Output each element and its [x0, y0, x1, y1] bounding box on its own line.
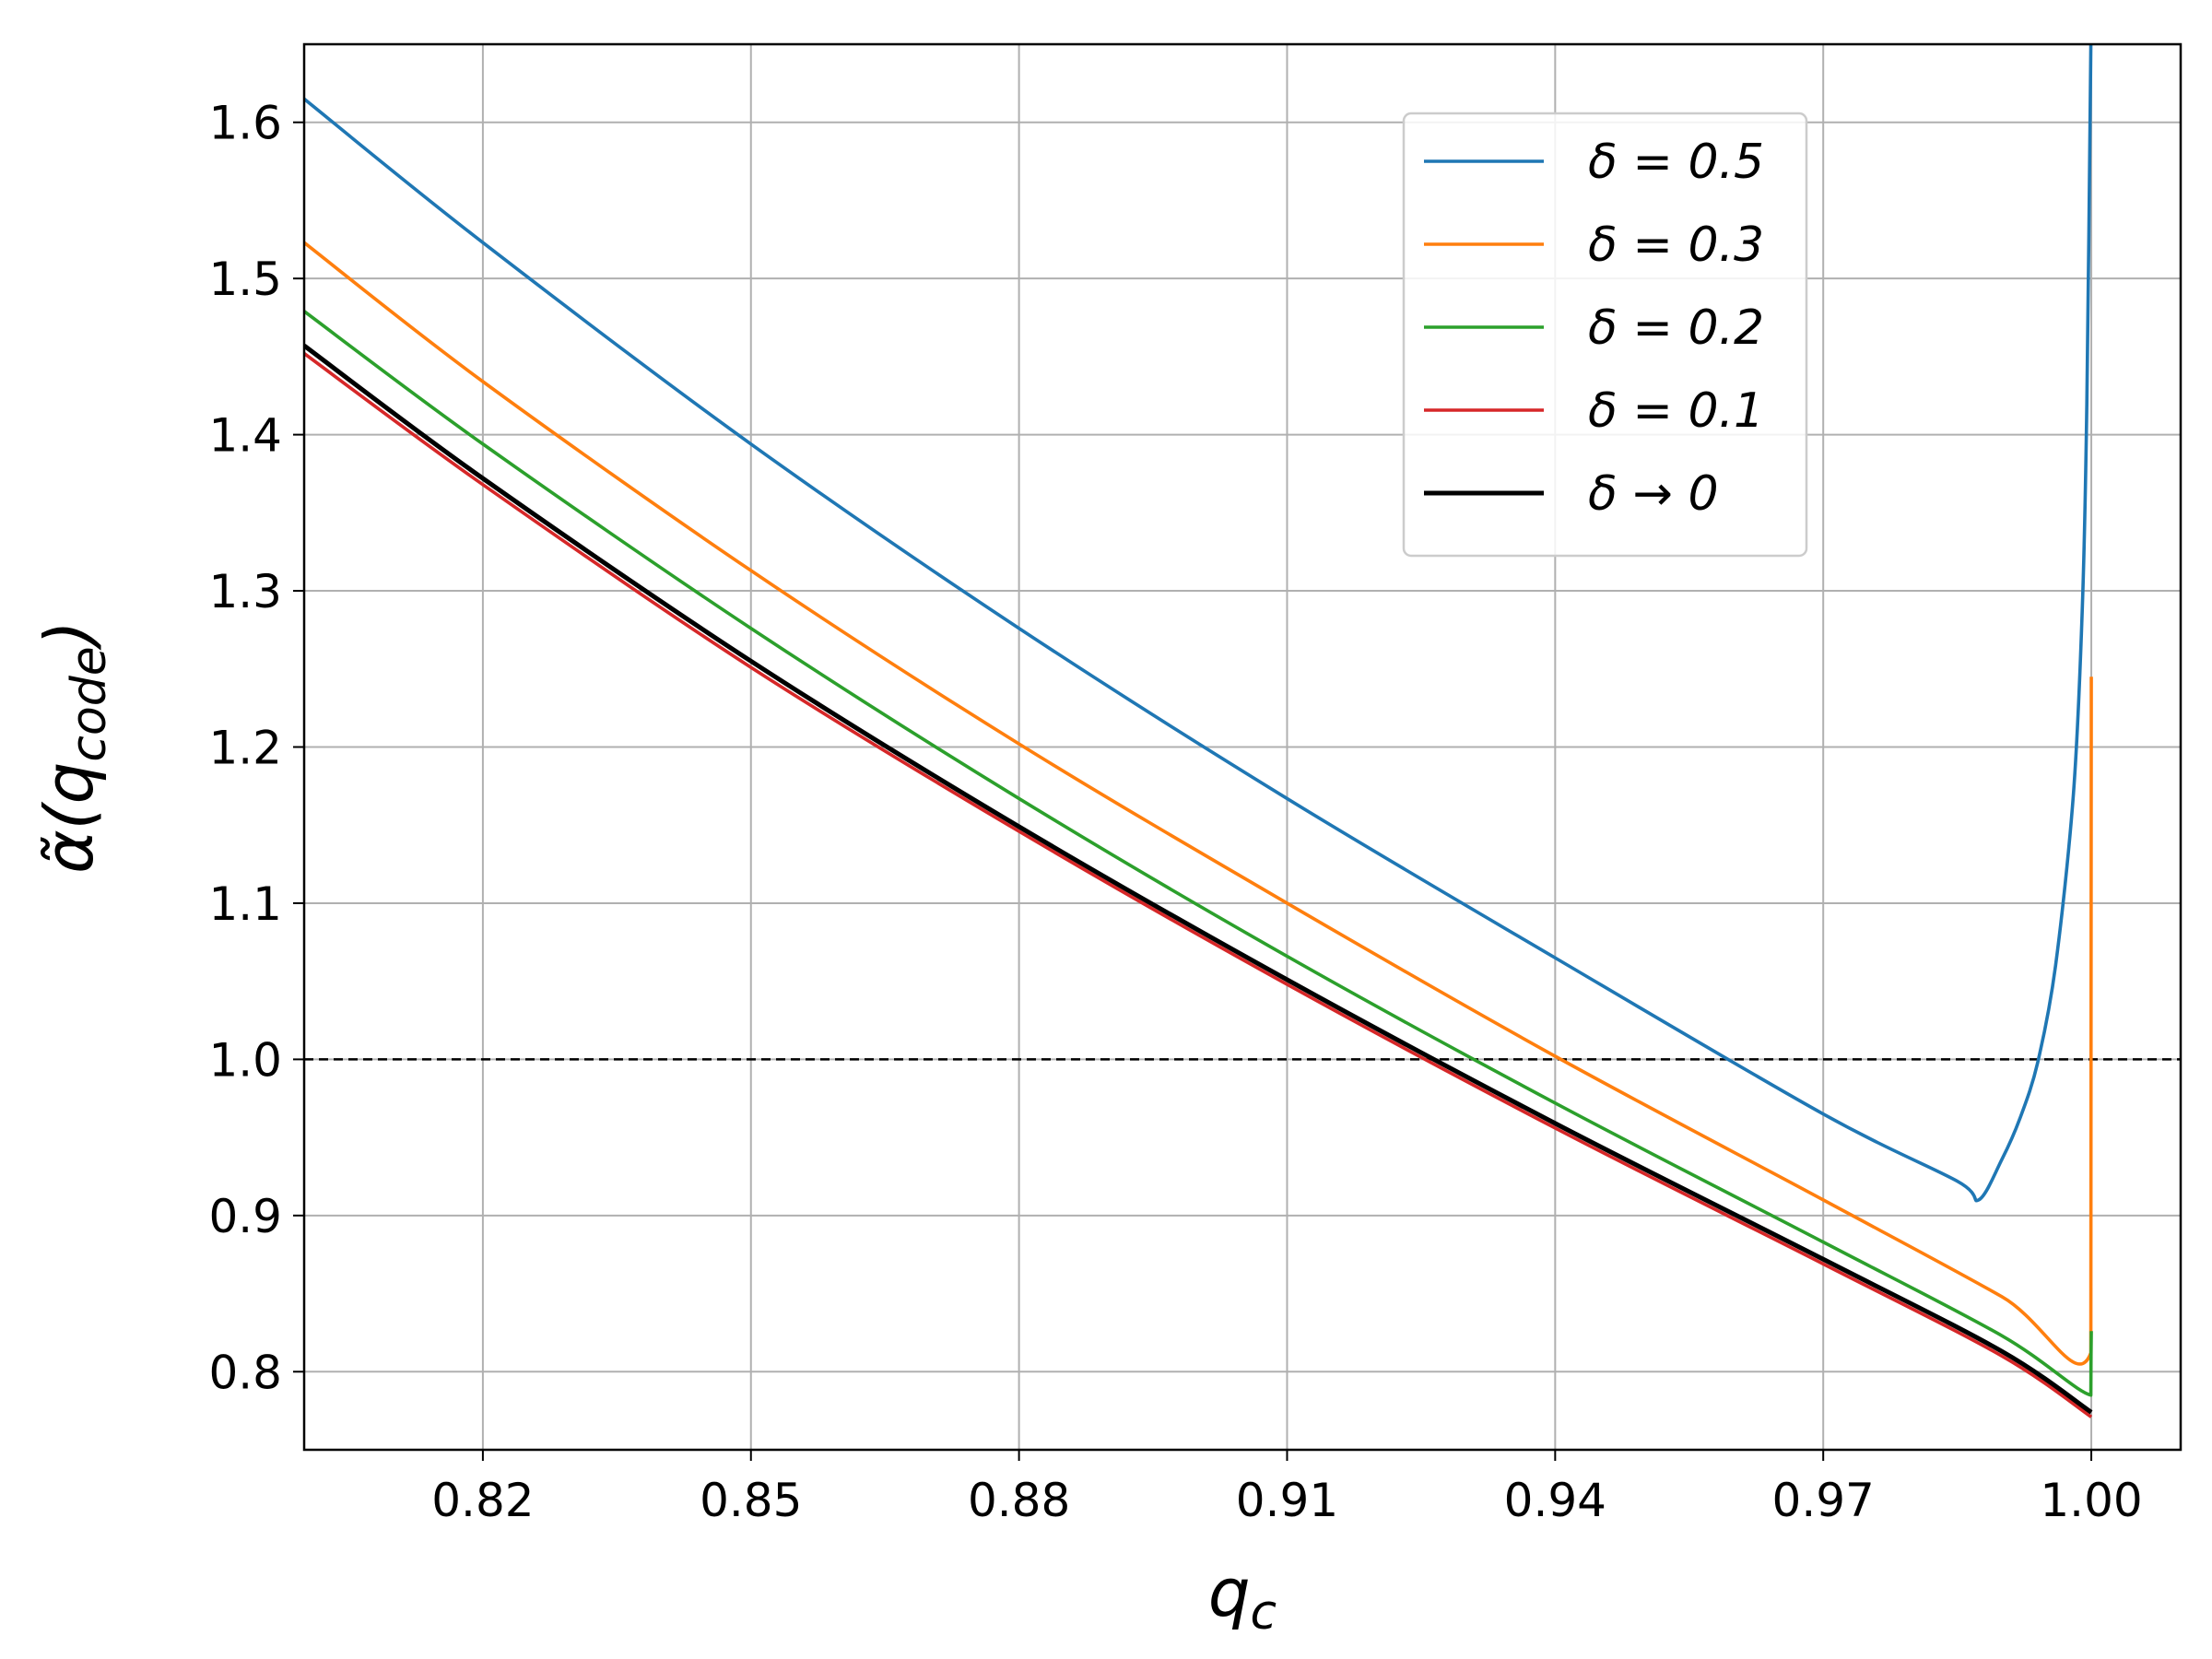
- legend-entry: δ = 0.1: [1588, 383, 1764, 439]
- legend-entry: δ = 0.3: [1588, 218, 1764, 273]
- x-tick-label: 0.94: [1504, 1474, 1606, 1527]
- legend-entry: δ = 0.5: [1588, 135, 1764, 190]
- x-tick-label: 0.91: [1236, 1474, 1338, 1527]
- x-tick-label: 0.97: [1772, 1474, 1875, 1527]
- x-tick-label: 0.85: [700, 1474, 802, 1527]
- series-line: [304, 352, 2093, 1418]
- series-line: [304, 44, 2093, 1203]
- y-tick-label: 1.4: [208, 409, 282, 463]
- x-axis-label: qc: [1208, 1554, 1277, 1641]
- y-tick-label: 1.0: [208, 1033, 282, 1087]
- y-tick-label: 1.5: [208, 253, 282, 306]
- grid: [304, 44, 2181, 1450]
- y-ticks: 0.8 0.9 1.0 1.1 1.2 1.3 1.4 1.5 1.6: [208, 97, 304, 1399]
- y-tick-label: 1.2: [208, 722, 282, 775]
- y-tick-label: 1.3: [208, 565, 282, 618]
- y-tick-label: 0.8: [208, 1346, 282, 1399]
- x-tick-label: 0.82: [431, 1474, 534, 1527]
- y-tick-label: 1.6: [208, 97, 282, 150]
- series-line: [304, 310, 2093, 1397]
- series-line: [304, 241, 2093, 1366]
- legend-entry: δ = 0.2: [1588, 300, 1764, 356]
- y-tick-label: 0.9: [208, 1190, 282, 1243]
- series-layer: [304, 44, 2093, 1418]
- legend-box: [1402, 112, 1808, 558]
- x-tick-label: 1.00: [2040, 1474, 2142, 1527]
- x-tick-label: 0.88: [968, 1474, 1070, 1527]
- y-tick-label: 1.1: [208, 877, 282, 931]
- x-ticks: 0.82 0.85 0.88 0.91 0.94 0.97 1.00: [431, 1450, 2143, 1527]
- plot-area: [304, 44, 2093, 1418]
- series-line: [304, 344, 2093, 1415]
- legend-entry: δ → 0: [1588, 466, 1719, 522]
- legend: δ = 0.5 δ = 0.3 δ = 0.2 δ = 0.1 δ → 0: [1402, 112, 1808, 558]
